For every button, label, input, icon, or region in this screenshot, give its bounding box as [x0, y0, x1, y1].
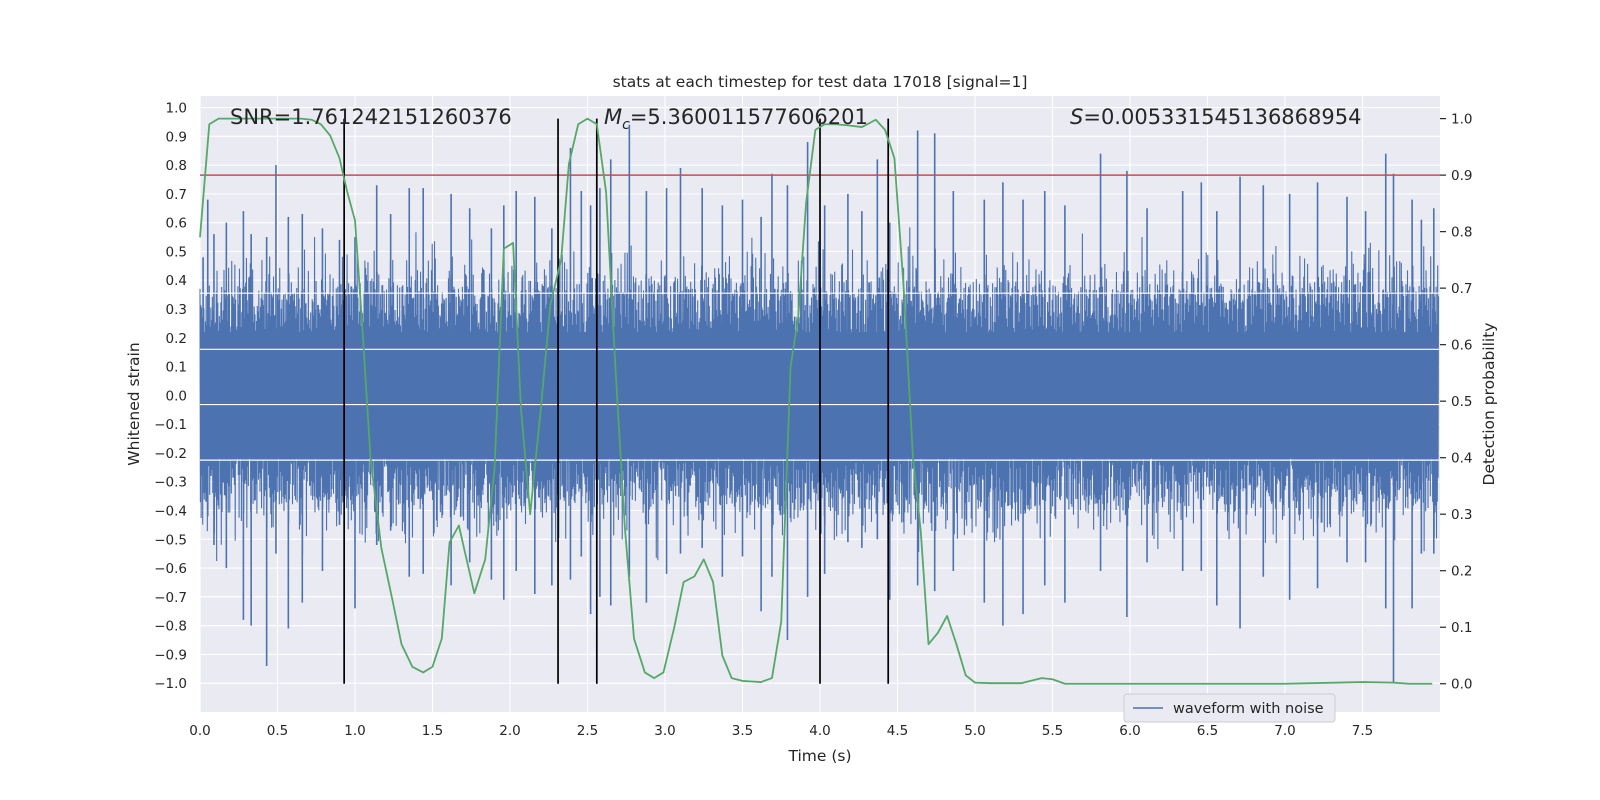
y2-tick-label: 0.1 — [1451, 620, 1472, 636]
y-tick-label: −0.9 — [154, 647, 187, 663]
x-tick-label: 5.0 — [964, 723, 985, 739]
probability-line — [199, 117, 1433, 685]
y-tick-label: 0.6 — [166, 216, 187, 232]
y-tick-label: 0.8 — [166, 158, 187, 174]
y-tick-label: −0.7 — [154, 590, 187, 606]
y-tick-label: −1.0 — [154, 676, 187, 692]
x-tick-label: 7.5 — [1352, 723, 1373, 739]
y-tick-label: 0.2 — [166, 331, 187, 347]
legend-box — [1123, 693, 1336, 723]
y2-axis-ticks: 1.0 0.9 0.8 0.7 0.6 0.5 0.4 0.3 0.2 0.1 0.0 — [1440, 112, 1472, 693]
legend-label: waveform with noise — [1173, 701, 1324, 717]
y2-tick-label: 0.8 — [1451, 225, 1472, 241]
y-tick-label: 0.9 — [166, 129, 187, 145]
y-tick-label: −0.3 — [154, 475, 187, 491]
y2-tick-label: 0.4 — [1451, 451, 1472, 467]
y-tick-label: 0.1 — [166, 360, 187, 376]
x-tick-label: 2.0 — [499, 723, 520, 739]
segment-boundaries — [343, 118, 890, 684]
y-tick-label: 0.4 — [166, 273, 187, 289]
y-tick-label: 0.7 — [166, 187, 187, 203]
y-tick-label: −0.8 — [154, 619, 187, 635]
s-annotation: S=0.005331545136868954 — [1070, 105, 1361, 129]
x-tick-label: 5.5 — [1042, 723, 1063, 739]
x-tick-label: 6.0 — [1119, 723, 1140, 739]
y2-axis-label: Detection probability — [1480, 323, 1498, 486]
x-tick-label: 3.5 — [732, 723, 753, 739]
y-tick-label: 0.5 — [166, 244, 187, 260]
y-axis-ticks: 1.0 0.9 0.8 0.7 0.6 0.5 0.4 0.3 0.2 0.1 0.0 −0.1 −0.… — [154, 101, 187, 693]
y-tick-label: 1.0 — [166, 101, 187, 117]
y-tick-label: −0.5 — [154, 532, 187, 548]
y-tick-label: −0.4 — [154, 504, 187, 520]
legend: waveform with noise — [1123, 693, 1336, 723]
chirp-mass-subscript: c — [622, 117, 630, 133]
x-tick-label: 3.0 — [654, 723, 675, 739]
y2-tick-label: 0.2 — [1451, 564, 1472, 580]
snr-annotation: SNR=1.761242151260376 — [230, 105, 512, 129]
x-tick-label: 7.0 — [1274, 723, 1295, 739]
x-tick-label: 4.0 — [809, 723, 830, 739]
x-tick-label: 0.5 — [267, 723, 288, 739]
y2-tick-label: 0.5 — [1451, 394, 1472, 410]
y-tick-label: −0.1 — [154, 417, 187, 433]
x-tick-label: 1.5 — [422, 723, 443, 739]
x-tick-label: 1.0 — [344, 723, 365, 739]
probability-series — [199, 117, 1433, 685]
x-tick-label: 4.5 — [887, 723, 908, 739]
y2-tick-label: 0.0 — [1451, 677, 1472, 693]
y2-tick-label: 0.6 — [1451, 338, 1472, 354]
chirp-mass-value: =5.360011577606201 — [630, 105, 868, 129]
x-tick-label: 2.5 — [577, 723, 598, 739]
y-tick-label: 0.0 — [166, 388, 187, 404]
chirp-mass-annotation: Mc=5.360011577606201 — [604, 105, 868, 133]
y-tick-label: −0.2 — [154, 446, 187, 462]
y-tick-label: −0.6 — [154, 561, 187, 577]
y-tick-label: 0.3 — [166, 302, 187, 318]
x-axis-label: Time (s) — [787, 747, 851, 765]
y2-tick-label: 0.3 — [1451, 507, 1472, 523]
x-tick-label: 0.0 — [189, 723, 210, 739]
s-symbol: S — [1070, 105, 1083, 129]
x-tick-label: 6.5 — [1197, 723, 1218, 739]
x-axis-ticks: 0.0 0.5 1.0 1.5 2.0 2.5 3.0 3.5 4.0 4.5 5.0 5.5 6.0 6… — [189, 723, 1373, 739]
y2-tick-label: 1.0 — [1451, 112, 1472, 128]
chart-title: stats at each timestep for test data 170… — [613, 73, 1028, 91]
s-value: =0.005331545136868954 — [1083, 105, 1361, 129]
y2-tick-label: 0.7 — [1451, 281, 1472, 297]
y2-tick-label: 0.9 — [1451, 168, 1472, 184]
chirp-mass-symbol: M — [604, 105, 622, 129]
y-axis-label: Whitened strain — [125, 342, 143, 465]
